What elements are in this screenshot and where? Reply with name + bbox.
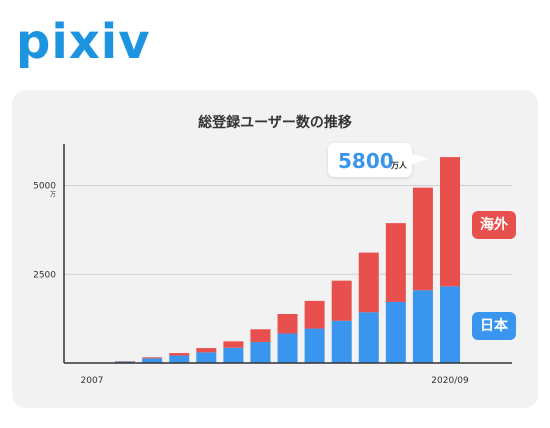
bar-segment [277, 314, 298, 334]
bar-segment [440, 157, 460, 287]
bar-segment [250, 329, 271, 343]
bar-segment [412, 187, 433, 291]
bar-segment [331, 280, 352, 321]
bar-segment [277, 333, 298, 363]
bar-segment [304, 328, 325, 363]
bar-segment [169, 353, 190, 356]
bar-segment [358, 252, 379, 313]
x-tick-label: 2020/09 [431, 376, 469, 386]
legend-japan: 日本 [472, 312, 516, 340]
x-tick-label: 2007 [81, 376, 104, 386]
bar-segment [169, 355, 190, 363]
callout-pointer [410, 153, 428, 165]
bar-segment [223, 341, 244, 348]
bar-segment [196, 348, 217, 353]
bar-segment [412, 290, 433, 363]
y-tick-label: 2500 [33, 270, 56, 280]
y-unit-label: 万 [50, 192, 56, 199]
pixiv-logo: pixiv [16, 14, 151, 70]
bar-segment [385, 301, 406, 363]
bar-segment [196, 352, 217, 363]
bar-segment [304, 300, 325, 329]
bar-segment [250, 342, 271, 363]
bar-segment [440, 286, 460, 363]
bar-segment [385, 223, 406, 302]
y-tick-label: 5000 [33, 182, 56, 192]
legend-overseas: 海外 [472, 211, 516, 239]
callout-value: 5800 [338, 149, 394, 173]
callout-unit: 万人 [391, 161, 407, 170]
total-users-callout: 5800 万人 [328, 143, 412, 177]
bar-segment [142, 358, 163, 363]
bar-segment [331, 320, 352, 363]
chart-title: 総登録ユーザー数の推移 [198, 115, 352, 131]
bar-segment [142, 357, 163, 359]
bar-segment [358, 312, 379, 363]
bar-segment [223, 347, 244, 363]
